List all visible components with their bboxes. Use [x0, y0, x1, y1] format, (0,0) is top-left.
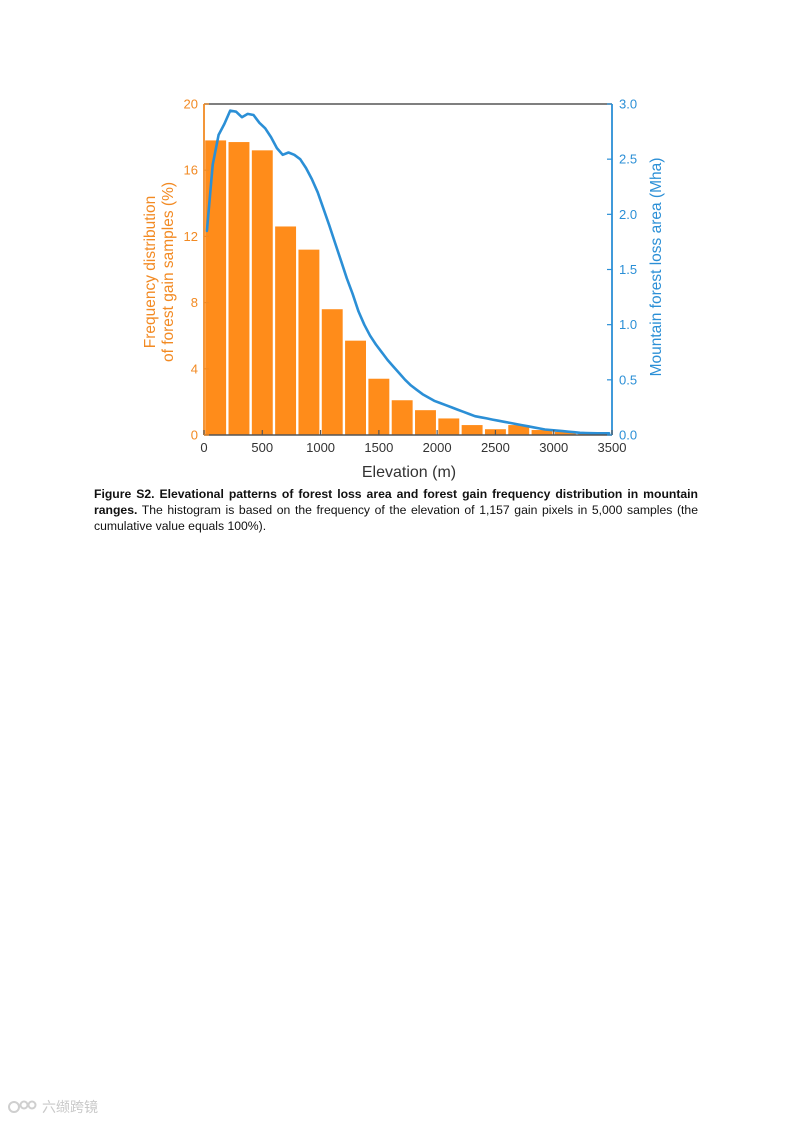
caption-title: Figure S2. Elevational patterns of fores…: [94, 487, 698, 517]
histogram-bar: [554, 431, 576, 435]
x-axis-label: Elevation (m): [362, 464, 456, 481]
histogram-bar: [415, 410, 436, 435]
y-left-axis-label: Frequency distribution of forest gain sa…: [142, 182, 177, 362]
bars-layer: [205, 140, 600, 435]
watermark: 六缬跨镜: [8, 1097, 98, 1117]
x-tick-label: 1000: [306, 440, 335, 455]
y-left-axis-label-line1: Frequency distribution: [142, 196, 159, 349]
y-left-tick-label: 12: [184, 229, 198, 244]
line-layer: [205, 109, 611, 435]
histogram-bar: [275, 226, 297, 435]
x-tick-label: 3500: [598, 440, 627, 455]
watermark-text: 六缬跨镜: [42, 1100, 98, 1116]
y-right-tick-label: 2.0: [619, 207, 637, 222]
figure-caption: Figure S2. Elevational patterns of fores…: [94, 486, 698, 534]
histogram-bar: [205, 140, 227, 435]
histogram-bar: [438, 418, 460, 435]
x-tick-label: 1500: [364, 440, 393, 455]
histogram-bar: [531, 430, 553, 435]
histogram-bar: [508, 425, 530, 435]
histogram-bar: [461, 425, 483, 435]
y-left-axis-label-line2: of forest gain samples (%): [160, 182, 177, 362]
histogram-bar: [368, 378, 390, 435]
y-right-tick-label: 2.5: [619, 152, 637, 167]
histogram-bar: [321, 309, 343, 435]
histogram-bar: [251, 150, 273, 435]
forest-loss-area-line: [205, 109, 611, 435]
dual-axis-chart: 0 500 1000 1500 2000 2500 3000 3500 0 4 8 12 16 20 0.0…: [125, 92, 705, 484]
watermark-logo-icon: [8, 1100, 37, 1113]
y-right-tick-label: 1.0: [619, 317, 637, 332]
figure-chart: 0 500 1000 1500 2000 2500 3000 3500 0 4 8 12 16 20 0.0…: [125, 92, 705, 484]
histogram-bar: [228, 142, 250, 435]
y-left-tick-label: 16: [184, 163, 198, 178]
y-left-tick-label: 4: [191, 361, 198, 376]
x-tick-label: 3000: [539, 440, 568, 455]
histogram-bar: [298, 249, 320, 435]
y-right-tick-label: 0.0: [619, 428, 637, 443]
caption-body: The histogram is based on the frequency …: [94, 503, 698, 533]
x-tick-label: 500: [251, 440, 273, 455]
x-tick-label: 2500: [481, 440, 510, 455]
y-right-axis-label: Mountain forest loss area (Mha): [648, 158, 665, 377]
y-left-tick-label: 0: [191, 428, 198, 443]
y-left-tick-label: 8: [191, 295, 198, 310]
y-right-tick-label: 0.5: [619, 372, 637, 387]
x-tick-label: 0: [200, 440, 207, 455]
ticks-layer: 0 500 1000 1500 2000 2500 3000 3500 0 4 8 12 16 20 0.0…: [184, 97, 638, 456]
y-right-tick-label: 3.0: [619, 97, 637, 112]
histogram-bar: [345, 340, 366, 435]
y-right-tick-label: 1.5: [619, 262, 637, 277]
y-left-tick-label: 20: [184, 97, 198, 112]
histogram-bar: [391, 400, 413, 435]
x-tick-label: 2000: [423, 440, 452, 455]
